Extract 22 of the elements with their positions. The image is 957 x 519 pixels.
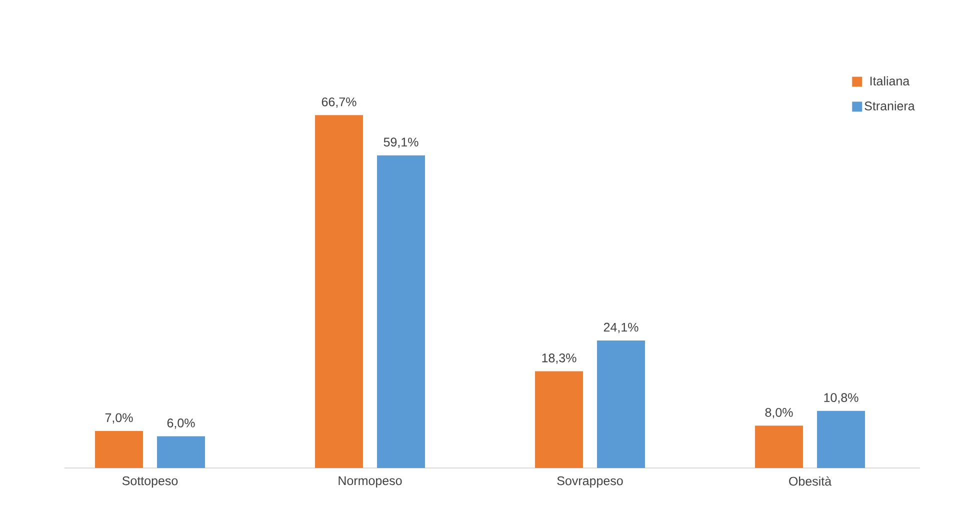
bar (157, 436, 206, 468)
x-tick-label: Sottopeso (122, 476, 178, 488)
data-label: 6,0% (167, 418, 195, 429)
bar (597, 340, 646, 468)
data-label: 24,1% (604, 322, 638, 334)
legend-label: Italiana (870, 76, 910, 86)
bar (377, 155, 426, 468)
data-label: 66,7% (322, 97, 356, 108)
data-label: 10,8% (824, 393, 858, 404)
legend-label: Straniera (864, 101, 915, 110)
bar (755, 426, 804, 468)
x-tick-label: Sovrappeso (557, 476, 623, 488)
bar (817, 410, 866, 468)
data-label: 59,1% (384, 138, 418, 148)
bar (315, 115, 364, 468)
x-tick-label: Obesità (789, 476, 832, 486)
x-tick-label: Normopeso (338, 476, 402, 488)
bar (535, 371, 584, 468)
data-label: 18,3% (542, 353, 576, 364)
data-label: 8,0% (765, 408, 793, 418)
data-label: 7,0% (105, 413, 133, 424)
bar (95, 430, 144, 468)
